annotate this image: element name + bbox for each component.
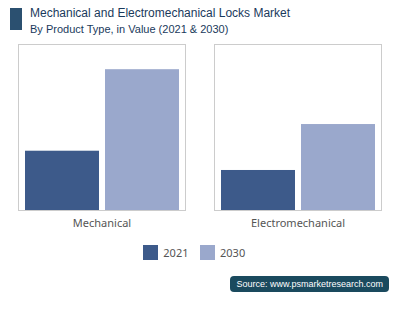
html-text:2030: 2030 (220, 244, 246, 260)
html-text:Mechanical and Electromechanic: Mechanical and Electromechanical Locks M… (30, 6, 291, 20)
svg-text:Electromechanical: Electromechanical (251, 215, 345, 230)
html-text:By Product Type, in Value (202: By Product Type, in Value (2021 & 2030) (30, 22, 229, 35)
svg-text:Mechanical: Mechanical (73, 215, 131, 230)
html-text:Source: www.psmarketresearch.c: Source: www.psmarketresearch.com (236, 279, 383, 290)
html-text:2021: 2021 (163, 244, 189, 260)
